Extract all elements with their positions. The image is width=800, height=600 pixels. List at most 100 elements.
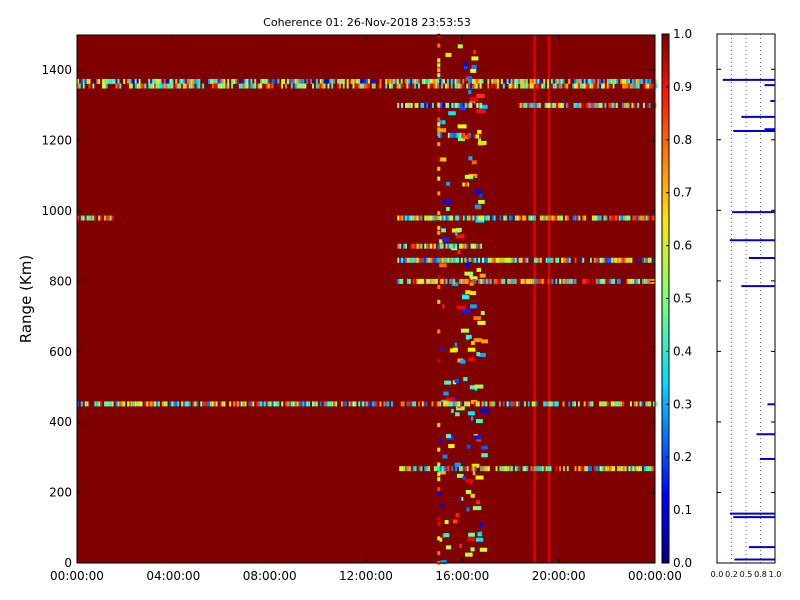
heatmap-cell xyxy=(451,282,459,287)
heatmap-cell xyxy=(107,401,110,407)
heatmap-cell xyxy=(471,340,475,345)
heatmap-cell xyxy=(163,78,166,84)
heatmap-cell xyxy=(261,401,264,407)
heatmap-cell xyxy=(115,78,118,84)
heatmap-cell xyxy=(601,278,604,284)
heatmap-cell xyxy=(457,250,461,255)
heatmap-cell xyxy=(414,83,417,89)
heatmap-cell xyxy=(587,78,590,84)
heatmap-cell xyxy=(319,78,322,84)
heatmap-cell xyxy=(583,401,586,407)
heatmap-vertical-band xyxy=(437,33,441,565)
heatmap-cell xyxy=(98,215,101,221)
heatmap-cell xyxy=(480,310,485,315)
heatmap-cell xyxy=(431,278,434,284)
heatmap-cell xyxy=(198,78,201,84)
heatmap-cell xyxy=(475,78,478,84)
heatmap-cell xyxy=(595,466,598,472)
heatmap-cell xyxy=(622,257,625,263)
heatmap-cell xyxy=(612,83,615,89)
heatmap-cell xyxy=(470,276,478,281)
heatmap-cell xyxy=(134,83,137,89)
heatmap-cell xyxy=(590,102,593,108)
heatmap-cell xyxy=(643,257,646,263)
heatmap-cell xyxy=(260,78,262,84)
heatmap-cell xyxy=(537,466,540,472)
heatmap-cell xyxy=(275,401,278,407)
heatmap-cell xyxy=(194,78,197,84)
heatmap-cell xyxy=(525,83,528,89)
heatmap-cell xyxy=(527,102,530,108)
heatmap-cell xyxy=(426,215,429,221)
heatmap-cell xyxy=(443,278,446,284)
heatmap-cell xyxy=(537,83,540,89)
heatmap-cell xyxy=(451,408,454,413)
heatmap-cell xyxy=(640,215,642,221)
heatmap-cell xyxy=(507,466,510,472)
heatmap-cell xyxy=(632,215,635,221)
heatmap-cell xyxy=(327,401,330,407)
heatmap-cell xyxy=(541,83,544,89)
heatmap-cell xyxy=(620,257,623,263)
heatmap-cell xyxy=(611,257,614,263)
heatmap-cell xyxy=(574,466,577,472)
heatmap-cell xyxy=(98,401,101,407)
heatmap-cell xyxy=(627,102,630,108)
heatmap-cell xyxy=(479,273,486,278)
heatmap-cell xyxy=(412,243,415,249)
heatmap-cell xyxy=(440,560,447,565)
heatmap-cell xyxy=(281,401,284,407)
heatmap-cell xyxy=(502,83,505,89)
heatmap-cell xyxy=(440,504,444,509)
heatmap-cell xyxy=(138,83,141,89)
heatmap-cell xyxy=(636,215,639,221)
heatmap-cell xyxy=(184,78,187,84)
heatmap-cell xyxy=(602,78,605,84)
heatmap-cell xyxy=(485,278,488,284)
heatmap-cell xyxy=(618,257,621,263)
heatmap-cell xyxy=(572,215,575,221)
heatmap-cell xyxy=(371,78,374,84)
heatmap-cell xyxy=(163,401,166,407)
heatmap-cell xyxy=(80,401,83,407)
heatmap-cell xyxy=(505,257,508,263)
heatmap-cell xyxy=(290,78,293,84)
heatmap-cell xyxy=(552,102,555,108)
heatmap-cell xyxy=(430,278,432,284)
heatmap-cell xyxy=(440,347,444,352)
heatmap-cell xyxy=(549,466,552,472)
heatmap-cell xyxy=(469,291,477,296)
heatmap-cell xyxy=(175,401,178,407)
heatmap-cell xyxy=(317,83,320,89)
heatmap-cell xyxy=(606,401,609,407)
heatmap-cell xyxy=(517,102,520,108)
heatmap-horizontal-band xyxy=(397,243,483,249)
heatmap-cell xyxy=(431,401,434,407)
heatmap-cell xyxy=(342,78,345,84)
heatmap-cell xyxy=(481,401,484,407)
heatmap-cell xyxy=(416,243,419,249)
heatmap-cell xyxy=(130,401,133,407)
heatmap-cell xyxy=(181,401,183,407)
heatmap-cell xyxy=(520,257,523,263)
heatmap-cell xyxy=(510,278,513,284)
heatmap-cell xyxy=(366,83,368,89)
heatmap-cell xyxy=(455,513,460,518)
colorbar-tick-label: 0.4 xyxy=(673,344,692,358)
heatmap-cell xyxy=(555,215,558,221)
heatmap-cell xyxy=(428,102,431,108)
heatmap-cell xyxy=(477,78,480,84)
heatmap-cell xyxy=(428,278,431,284)
heatmap-cell xyxy=(447,132,450,138)
heatmap-cell xyxy=(127,78,130,84)
heatmap-cell xyxy=(536,466,538,472)
heatmap-cell xyxy=(152,78,155,84)
heatmap-cell xyxy=(472,243,475,249)
heatmap-cell xyxy=(476,93,485,98)
heatmap-cell xyxy=(123,401,126,407)
heatmap-cell xyxy=(612,401,615,407)
heatmap-cell xyxy=(437,285,441,290)
heatmap-cell xyxy=(495,278,498,284)
heatmap-cell xyxy=(651,466,654,472)
heatmap-cell xyxy=(333,78,336,84)
